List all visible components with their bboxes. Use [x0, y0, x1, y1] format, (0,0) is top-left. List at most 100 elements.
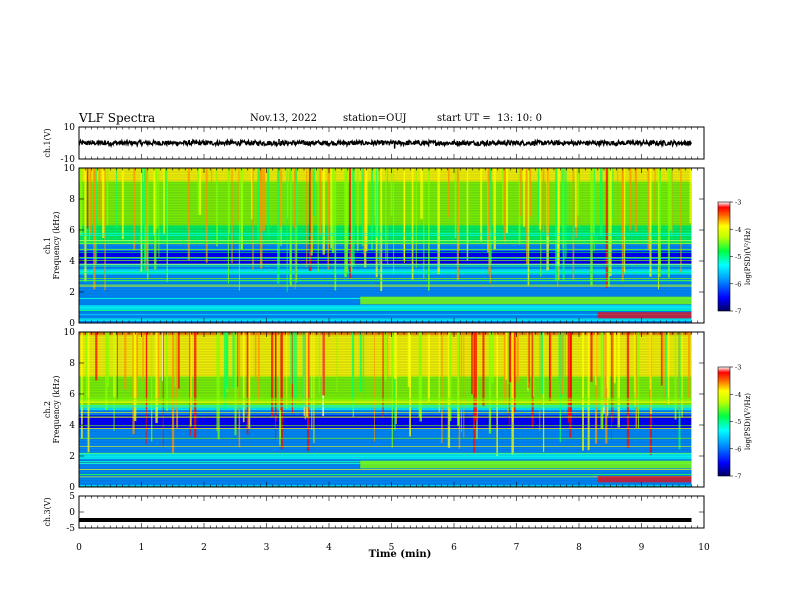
sferic-streak: [102, 168, 105, 238]
sferic-streak: [162, 332, 163, 382]
spectrogram-band: [79, 307, 692, 311]
sferic-streak: [447, 332, 451, 448]
sferic-streak: [531, 332, 534, 428]
sferic-streak: [104, 168, 106, 291]
sferic-streak: [609, 168, 612, 276]
spectrogram-band: [79, 391, 692, 395]
y-tick-label: 4: [69, 421, 75, 431]
no-data-region: [691, 168, 704, 323]
y-tick-label: -10: [61, 155, 76, 165]
spectrogram-band: [79, 404, 692, 408]
sferic-streak: [319, 168, 322, 236]
x-tick-label: 6: [451, 543, 457, 553]
ch1-waveform-trace: [78, 138, 693, 149]
sferic-streak: [331, 168, 335, 254]
sferic-streak: [437, 168, 440, 275]
sferic-streak: [254, 332, 257, 381]
sferic-streak: [606, 332, 609, 388]
sferic-streak: [562, 332, 564, 380]
sferic-streak: [322, 332, 325, 396]
spectrogram-band: [79, 435, 692, 439]
sferic-streak: [496, 332, 498, 456]
sferic-streak: [681, 332, 683, 418]
sferic-streak: [304, 332, 307, 420]
sferic-streak: [225, 332, 229, 390]
sferic-streak: [107, 332, 110, 387]
sferic-streak: [277, 168, 280, 284]
colorbar-tick-label: -7: [735, 473, 741, 481]
spectrogram-band: [79, 193, 692, 198]
sferic-streak: [529, 168, 532, 217]
sferic-streak: [166, 168, 168, 282]
sferic-streak: [518, 168, 521, 245]
spectrogram-band: [79, 180, 692, 185]
sferic-streak: [503, 332, 507, 404]
y-tick-label: 5: [69, 492, 75, 502]
spectrogram-band: [79, 261, 692, 265]
ch1-spectrogram-ylabel: ch.1: [43, 237, 52, 254]
sferic-streak: [305, 332, 309, 417]
no-data-region: [691, 332, 704, 487]
colorbar-ch2-label: log(PSD)(V²/Hz): [744, 393, 752, 450]
sferic-streak: [565, 168, 567, 259]
spectrogram-band: [79, 476, 692, 480]
sferic-streak: [419, 332, 422, 422]
sferic-streak: [391, 332, 393, 448]
sferic-streak: [671, 168, 673, 235]
sferic-streak: [378, 168, 380, 265]
sferic-streak: [251, 168, 253, 220]
sferic-streak: [143, 168, 146, 272]
sferic-streak: [350, 168, 353, 272]
sferic-streak: [542, 168, 545, 233]
sferic-streak: [336, 332, 338, 393]
x-tick-label: 10: [698, 543, 710, 553]
sferic-streak: [308, 168, 312, 271]
sferic-streak: [116, 332, 118, 400]
spectrogram-band: [79, 386, 692, 390]
sferic-streak: [81, 332, 83, 439]
sferic-streak: [488, 332, 492, 434]
spectrogram-band: [79, 211, 692, 216]
sferic-streak: [409, 332, 412, 437]
y-tick-label: 2: [69, 288, 75, 298]
sferic-streak: [471, 332, 473, 395]
sferic-streak: [590, 332, 593, 382]
sferic-streak: [415, 168, 417, 269]
sferic-streak: [157, 332, 160, 403]
sferic-streak: [658, 168, 661, 277]
sferic-streak: [667, 332, 670, 404]
colorbar-ch2: -3 -4 -5 -6 -7 log(PSD)(V²/Hz): [717, 364, 752, 481]
sferic-streak: [312, 168, 316, 216]
sferic-streak: [605, 168, 608, 289]
x-tick-label: 0: [76, 543, 82, 553]
sferic-streak: [559, 332, 562, 443]
spectrogram-band: [79, 440, 692, 444]
sferic-streak: [322, 168, 325, 255]
spectrogram-band: [79, 222, 692, 226]
sferic-streak: [313, 332, 315, 444]
sferic-streak: [286, 168, 288, 292]
sferic-streak: [166, 332, 168, 411]
sferic-streak: [605, 332, 608, 444]
sferic-streak: [513, 332, 516, 413]
y-tick-label: 10: [64, 123, 76, 133]
colorbar-tick-label: -6: [735, 280, 741, 288]
x-tick-label: 1: [139, 543, 145, 553]
spectrogram-band: [79, 450, 692, 455]
sferic-streak: [293, 332, 296, 409]
spectrogram-band: [79, 453, 692, 457]
sferic-streak: [595, 332, 598, 444]
sferic-streak: [385, 168, 387, 262]
y-tick-label: 0: [69, 508, 75, 518]
sferic-streak: [216, 332, 218, 432]
sferic-streak: [438, 332, 440, 413]
low-frequency-band: [360, 296, 692, 305]
x-tick-label: 2: [201, 543, 207, 553]
y-tick-label: 2: [69, 452, 75, 462]
spectrogram-band: [79, 458, 692, 462]
sferic-streak: [227, 168, 229, 284]
sferic-streak: [113, 332, 115, 431]
sferic-streak: [519, 168, 522, 217]
sferic-streak: [374, 168, 376, 216]
